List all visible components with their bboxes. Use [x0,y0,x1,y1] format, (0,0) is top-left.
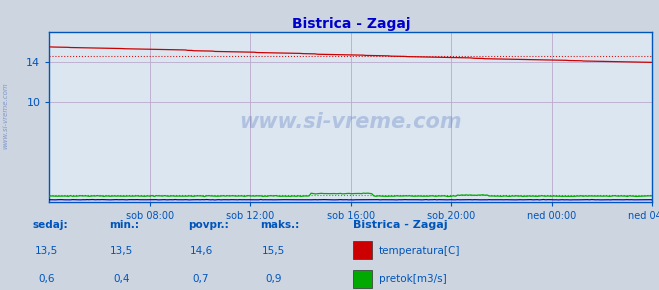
Bar [353,241,372,259]
Text: 13,5: 13,5 [34,246,58,256]
Text: www.si-vreme.com: www.si-vreme.com [2,83,9,149]
Text: min.:: min.: [109,220,139,230]
Text: sedaj:: sedaj: [33,220,69,230]
Bar [353,270,372,288]
Text: 0,4: 0,4 [113,274,130,284]
Text: 0,9: 0,9 [265,274,282,284]
Text: 15,5: 15,5 [262,246,285,256]
Text: maks.:: maks.: [260,220,300,230]
Title: Bistrica - Zagaj: Bistrica - Zagaj [292,17,410,31]
Text: 0,7: 0,7 [192,274,210,284]
Text: Bistrica - Zagaj: Bistrica - Zagaj [353,220,447,230]
Text: www.si-vreme.com: www.si-vreme.com [240,112,462,132]
Text: 0,6: 0,6 [38,274,55,284]
Text: povpr.:: povpr.: [188,220,229,230]
Text: temperatura[C]: temperatura[C] [379,246,461,256]
Text: 14,6: 14,6 [189,246,213,256]
Text: 13,5: 13,5 [110,246,134,256]
Text: pretok[m3/s]: pretok[m3/s] [379,274,447,284]
